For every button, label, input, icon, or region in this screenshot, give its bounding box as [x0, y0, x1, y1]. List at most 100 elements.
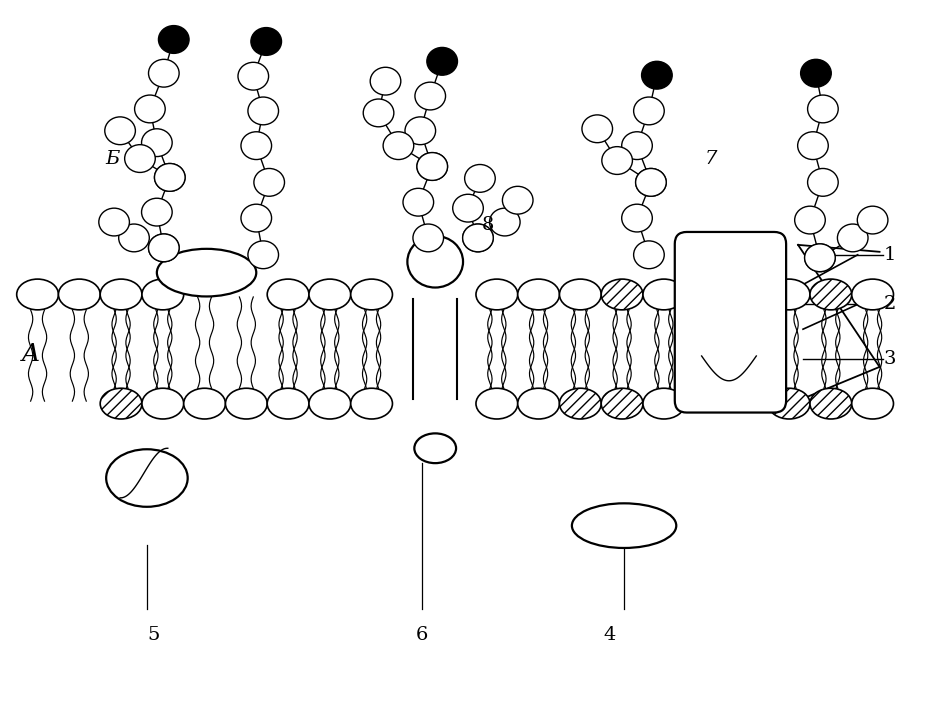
- Ellipse shape: [559, 389, 602, 419]
- Ellipse shape: [309, 279, 351, 310]
- Ellipse shape: [462, 224, 494, 252]
- Ellipse shape: [768, 389, 810, 419]
- Ellipse shape: [351, 279, 393, 310]
- Ellipse shape: [807, 169, 838, 196]
- Ellipse shape: [453, 194, 483, 222]
- Ellipse shape: [154, 164, 185, 191]
- Ellipse shape: [582, 115, 613, 143]
- Ellipse shape: [267, 279, 309, 310]
- Ellipse shape: [476, 279, 518, 310]
- Ellipse shape: [490, 208, 520, 236]
- Ellipse shape: [794, 206, 825, 234]
- Ellipse shape: [248, 241, 278, 269]
- Ellipse shape: [238, 62, 269, 90]
- Ellipse shape: [159, 26, 189, 53]
- Ellipse shape: [351, 389, 393, 419]
- Ellipse shape: [462, 224, 494, 252]
- Ellipse shape: [805, 244, 836, 272]
- Ellipse shape: [810, 279, 852, 310]
- Ellipse shape: [403, 189, 433, 216]
- Ellipse shape: [635, 169, 666, 196]
- Ellipse shape: [142, 279, 183, 310]
- Ellipse shape: [602, 279, 643, 310]
- Ellipse shape: [370, 67, 400, 95]
- Ellipse shape: [254, 169, 285, 196]
- Ellipse shape: [852, 389, 894, 419]
- Ellipse shape: [149, 234, 180, 262]
- Ellipse shape: [142, 389, 183, 419]
- Ellipse shape: [104, 117, 135, 145]
- Ellipse shape: [106, 450, 188, 507]
- Text: A: A: [22, 342, 39, 366]
- Text: Б: Б: [105, 150, 119, 167]
- Ellipse shape: [309, 389, 351, 419]
- Ellipse shape: [226, 389, 267, 419]
- Ellipse shape: [241, 204, 272, 232]
- Text: 3: 3: [884, 350, 896, 368]
- Text: 4: 4: [603, 626, 616, 644]
- Ellipse shape: [125, 145, 155, 172]
- Text: 5: 5: [148, 626, 160, 644]
- Ellipse shape: [602, 389, 643, 419]
- Text: 1: 1: [884, 246, 896, 264]
- Ellipse shape: [621, 132, 652, 160]
- Ellipse shape: [384, 132, 414, 160]
- Ellipse shape: [413, 224, 444, 252]
- Ellipse shape: [415, 82, 446, 110]
- Ellipse shape: [415, 433, 456, 463]
- Ellipse shape: [634, 241, 665, 269]
- Ellipse shape: [417, 152, 447, 180]
- Ellipse shape: [154, 164, 185, 191]
- Ellipse shape: [251, 28, 281, 55]
- Ellipse shape: [99, 208, 130, 236]
- Ellipse shape: [810, 389, 852, 419]
- Ellipse shape: [134, 95, 165, 123]
- Ellipse shape: [857, 206, 888, 234]
- Ellipse shape: [559, 279, 602, 310]
- Ellipse shape: [407, 236, 463, 288]
- Ellipse shape: [518, 389, 559, 419]
- Ellipse shape: [634, 97, 665, 125]
- Ellipse shape: [241, 132, 272, 160]
- Ellipse shape: [149, 234, 180, 262]
- Ellipse shape: [476, 389, 518, 419]
- Ellipse shape: [464, 164, 495, 192]
- Ellipse shape: [801, 60, 831, 87]
- Text: 6: 6: [416, 626, 429, 644]
- Ellipse shape: [807, 95, 838, 123]
- Ellipse shape: [572, 503, 676, 548]
- Ellipse shape: [427, 48, 458, 75]
- Ellipse shape: [502, 186, 533, 214]
- Ellipse shape: [248, 97, 278, 125]
- Ellipse shape: [101, 279, 142, 310]
- Ellipse shape: [142, 199, 172, 226]
- Ellipse shape: [852, 279, 894, 310]
- Ellipse shape: [101, 389, 142, 419]
- Ellipse shape: [518, 279, 559, 310]
- Ellipse shape: [183, 389, 226, 419]
- Ellipse shape: [149, 60, 180, 87]
- Text: 8: 8: [481, 216, 494, 234]
- Ellipse shape: [643, 389, 684, 419]
- Ellipse shape: [363, 99, 394, 127]
- Text: 7: 7: [704, 150, 717, 167]
- Ellipse shape: [838, 224, 868, 252]
- Ellipse shape: [643, 279, 684, 310]
- Ellipse shape: [602, 147, 633, 174]
- Ellipse shape: [635, 169, 666, 196]
- Ellipse shape: [17, 279, 58, 310]
- FancyBboxPatch shape: [675, 232, 786, 413]
- Ellipse shape: [58, 279, 101, 310]
- Ellipse shape: [805, 244, 836, 272]
- Ellipse shape: [267, 389, 309, 419]
- Ellipse shape: [642, 61, 672, 89]
- Ellipse shape: [157, 249, 257, 296]
- Ellipse shape: [118, 224, 149, 252]
- Text: 2: 2: [884, 296, 896, 313]
- Ellipse shape: [768, 279, 810, 310]
- Ellipse shape: [405, 117, 435, 145]
- Ellipse shape: [142, 129, 172, 157]
- Ellipse shape: [798, 132, 828, 160]
- Ellipse shape: [417, 152, 447, 180]
- Ellipse shape: [621, 204, 652, 232]
